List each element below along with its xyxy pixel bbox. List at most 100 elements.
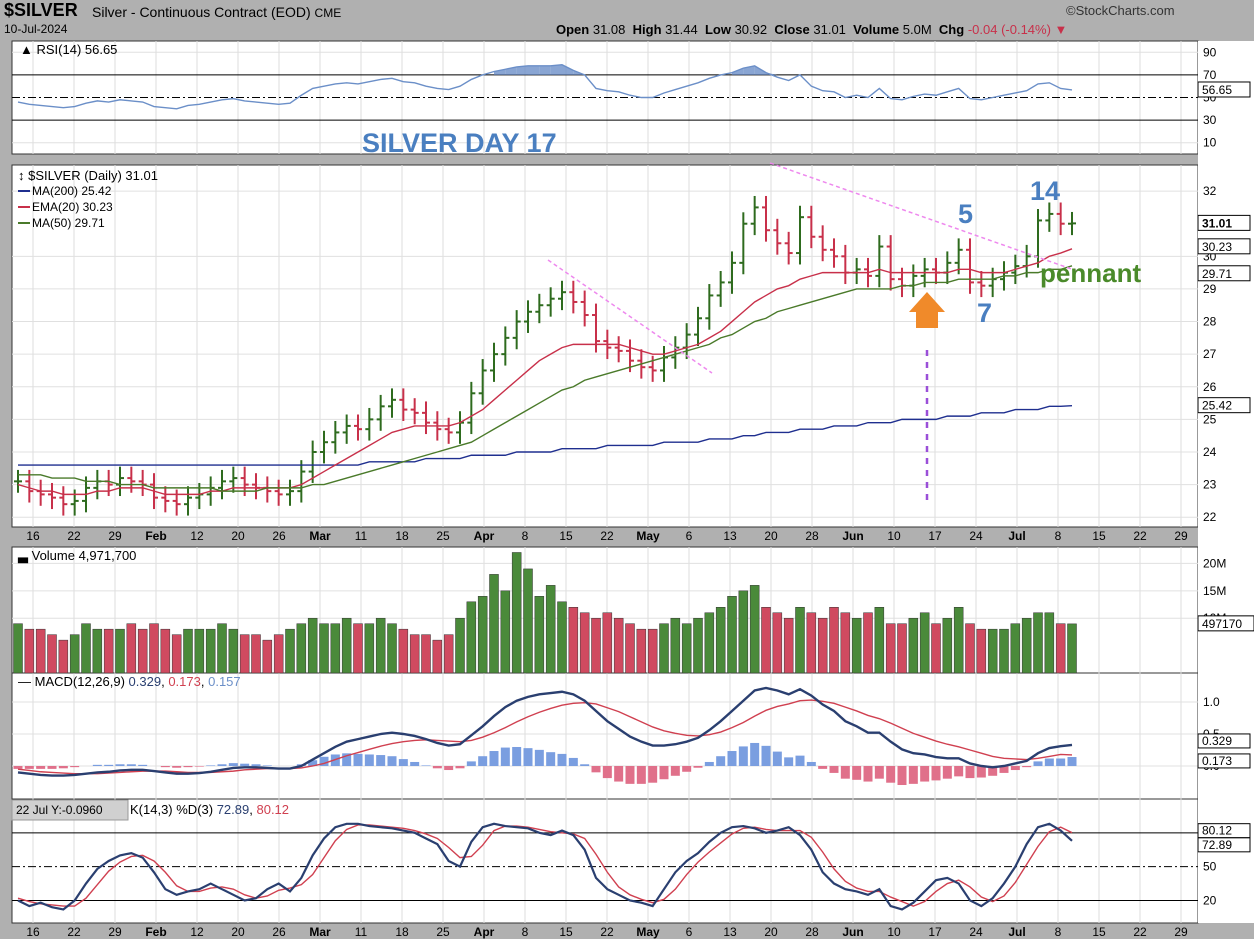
- macd-histogram-bar: [36, 766, 46, 769]
- volume-bar: [115, 628, 125, 674]
- volume-bar: [602, 612, 613, 674]
- macd-histogram-bar: [466, 761, 476, 766]
- macd-histogram-bar: [693, 766, 703, 768]
- volume-bar: [681, 623, 692, 674]
- macd-histogram-bar: [557, 753, 567, 766]
- price-last-value: 30.23: [1202, 240, 1232, 254]
- volume-bar: [183, 628, 193, 674]
- macd-histogram-bar: [591, 766, 601, 773]
- volume-bar: [239, 634, 250, 674]
- x-tick-label: Apr: [474, 529, 495, 543]
- x-tick-label: 12: [190, 529, 204, 543]
- x-tick-label: 15: [559, 529, 573, 543]
- volume-bar: [885, 623, 896, 674]
- trendline-april: [547, 259, 713, 374]
- macd-histogram-bar: [172, 766, 182, 768]
- price-tick-label: 23: [1203, 478, 1217, 492]
- x-tick-label: 13: [723, 529, 737, 543]
- x-tick-label-bottom: Apr: [474, 925, 495, 939]
- x-tick-label-bottom: 6: [686, 925, 693, 939]
- macd-histogram-bar: [795, 755, 805, 766]
- instrument-name: Silver - Continuous Contract (EOD) CME: [92, 4, 341, 20]
- macd-histogram-bar: [625, 766, 635, 784]
- rsi-overbought-fill: [539, 65, 551, 75]
- x-tick-label: 10: [887, 529, 901, 543]
- macd-histogram-bar: [353, 753, 363, 766]
- annotation-5: 5: [958, 199, 973, 229]
- volume-bar: [817, 617, 828, 674]
- rsi-overbought-fill: [766, 72, 778, 75]
- volume-bar: [228, 628, 239, 674]
- macd-histogram-bar: [342, 753, 352, 766]
- volume-bar: [670, 617, 681, 674]
- volume-bar: [749, 585, 760, 674]
- high-label: High: [632, 22, 662, 37]
- x-tick-label-bottom: 29: [108, 925, 122, 939]
- macd-histogram-bar: [648, 766, 658, 783]
- volume-bar: [443, 634, 454, 674]
- x-tick-label-bottom: 20: [764, 925, 778, 939]
- volume-bar: [307, 617, 318, 674]
- rsi-legend: ▲ RSI(14) 56.65: [20, 42, 117, 57]
- stoch-last-box: [1197, 837, 1251, 853]
- macd-histogram-bar: [500, 747, 510, 766]
- macd-histogram-bar: [784, 757, 794, 766]
- rsi-tick-label: 30: [1203, 113, 1217, 127]
- volume-bar: [534, 596, 545, 674]
- macd-histogram-bar: [920, 766, 930, 782]
- volume-legend: ▃ Volume 4,971,700: [17, 548, 136, 564]
- macd-histogram-bar: [387, 756, 397, 766]
- annotation-pennant: pennant: [1040, 258, 1141, 288]
- macd-histogram-bar: [886, 766, 896, 783]
- macd-histogram-bar: [716, 756, 726, 766]
- right-axis-strip: [1198, 41, 1254, 923]
- price-panel: [11, 164, 1199, 528]
- x-tick-label-bottom: Jul: [1008, 925, 1025, 939]
- volume-bar: [931, 623, 941, 674]
- x-tick-label: 26: [272, 529, 286, 543]
- x-tick-label-bottom: 15: [559, 925, 573, 939]
- close-label: Close: [774, 22, 810, 37]
- macd-histogram-bar: [682, 766, 692, 772]
- price-tick-label: 29: [1203, 282, 1217, 296]
- rsi-last-box: [1197, 81, 1251, 98]
- volume-bar: [1021, 617, 1032, 674]
- volume-value: 5.0M: [902, 22, 932, 37]
- macd-histogram-bar: [104, 764, 114, 766]
- macd-histogram-bar: [308, 760, 318, 766]
- x-tick-label: 8: [522, 529, 529, 543]
- macd-histogram-bar: [160, 766, 170, 768]
- price-last-value: 31.01: [1202, 216, 1232, 230]
- macd-histogram-bar: [126, 764, 136, 766]
- macd-histogram-bar: [24, 766, 34, 769]
- macd-histogram-bar: [546, 752, 556, 766]
- chg-label: Chg: [938, 22, 965, 37]
- volume-bar: [863, 612, 873, 674]
- macd-histogram-bar: [818, 766, 828, 769]
- volume-bar: [851, 617, 862, 674]
- macd-tick-label: 1.0: [1203, 695, 1220, 709]
- open-value: 31.08: [592, 22, 626, 37]
- volume-bar: [273, 634, 284, 674]
- chg-value: -0.04 (-0.14%): [967, 22, 1051, 37]
- chart-layers: 16 16 22 22 29 29 Feb Feb 12 12 20 20 26 26 Mar Mar 11 11…: [11, 42, 1254, 939]
- price-last-box: [1197, 397, 1251, 414]
- macd-histogram-bar: [432, 766, 442, 769]
- x-tick-label: May: [636, 529, 660, 543]
- macd-histogram-bar: [183, 766, 193, 768]
- x-tick-label-bottom: Jun: [842, 925, 863, 939]
- macd-histogram-bar: [840, 766, 850, 779]
- price-tick-label: 26: [1203, 380, 1217, 394]
- macd-histogram-bar: [636, 766, 646, 784]
- macd-histogram-bar: [58, 766, 68, 769]
- volume-bar: [659, 623, 669, 674]
- stoch-legend: K(14,3) %D(3) 72.89, 80.12: [130, 802, 289, 817]
- price-last-box: [1197, 238, 1251, 255]
- volume-bar: [874, 607, 885, 674]
- macd-histogram-bar: [1044, 758, 1054, 766]
- x-tick-label-bottom: Mar: [309, 925, 331, 939]
- volume-bar: [908, 617, 919, 674]
- macd-histogram-bar: [194, 766, 204, 767]
- volume-bar: [24, 628, 35, 674]
